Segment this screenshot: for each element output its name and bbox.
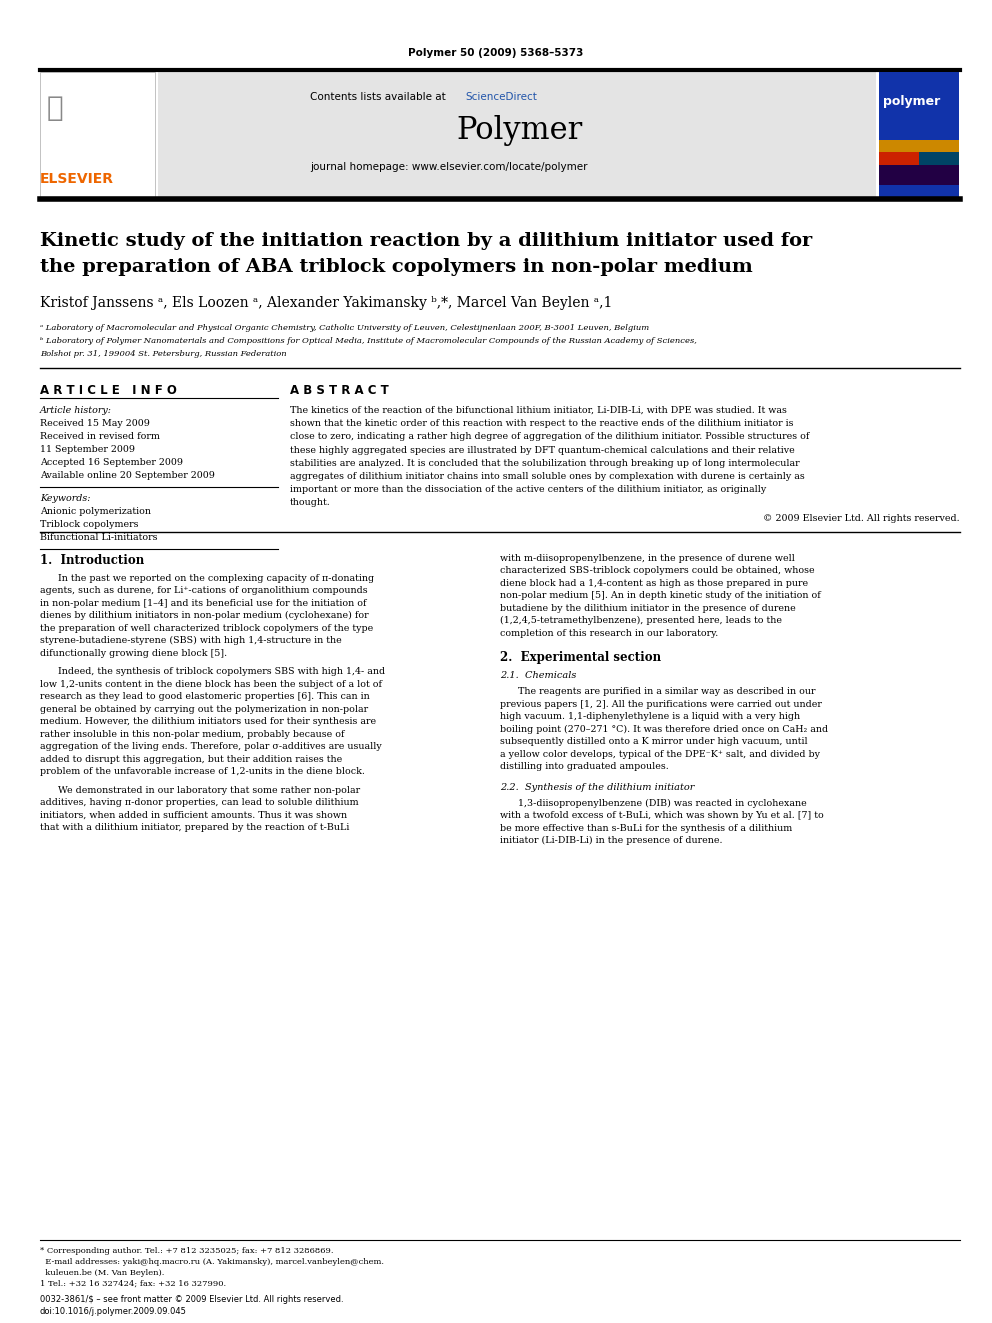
Text: with m-diisopropenylbenzene, in the presence of durene well: with m-diisopropenylbenzene, in the pres… bbox=[500, 553, 795, 562]
Text: 2.2.  Synthesis of the dilithium initiator: 2.2. Synthesis of the dilithium initiato… bbox=[500, 783, 694, 791]
Text: butadiene by the dilithium initiator in the presence of durene: butadiene by the dilithium initiator in … bbox=[500, 603, 796, 613]
Text: Received in revised form: Received in revised form bbox=[40, 433, 160, 441]
Text: polymer: polymer bbox=[883, 95, 940, 108]
Text: ScienceDirect: ScienceDirect bbox=[465, 93, 537, 102]
Text: general be obtained by carrying out the polymerization in non-polar: general be obtained by carrying out the … bbox=[40, 705, 368, 713]
Text: aggregation of the living ends. Therefore, polar σ-additives are usually: aggregation of the living ends. Therefor… bbox=[40, 742, 382, 751]
Text: 0032-3861/$ – see front matter © 2009 Elsevier Ltd. All rights reserved.: 0032-3861/$ – see front matter © 2009 El… bbox=[40, 1295, 343, 1304]
Bar bbox=[40, 71, 155, 198]
Text: shown that the kinetic order of this reaction with respect to the reactive ends : shown that the kinetic order of this rea… bbox=[290, 419, 794, 429]
Text: problem of the unfavorable increase of 1,2-units in the diene block.: problem of the unfavorable increase of 1… bbox=[40, 767, 365, 777]
Text: The reagents are purified in a similar way as described in our: The reagents are purified in a similar w… bbox=[518, 687, 815, 696]
Text: initiator (Li-DIB-Li) in the presence of durene.: initiator (Li-DIB-Li) in the presence of… bbox=[500, 836, 722, 845]
Text: 1,3-diisopropenylbenzene (DIB) was reacted in cyclohexane: 1,3-diisopropenylbenzene (DIB) was react… bbox=[518, 799, 806, 808]
Text: Bolshoi pr. 31, 199004 St. Petersburg, Russian Federation: Bolshoi pr. 31, 199004 St. Petersburg, R… bbox=[40, 351, 287, 359]
Bar bbox=[879, 140, 959, 165]
Text: important or more than the dissociation of the active centers of the dilithium i: important or more than the dissociation … bbox=[290, 486, 766, 495]
Text: doi:10.1016/j.polymer.2009.09.045: doi:10.1016/j.polymer.2009.09.045 bbox=[40, 1307, 186, 1316]
Text: agents, such as durene, for Li⁺-cations of organolithium compounds: agents, such as durene, for Li⁺-cations … bbox=[40, 586, 368, 595]
Text: additives, having π-donor properties, can lead to soluble dilithium: additives, having π-donor properties, ca… bbox=[40, 798, 359, 807]
Text: research as they lead to good elastomeric properties [6]. This can in: research as they lead to good elastomeri… bbox=[40, 692, 370, 701]
Text: (1,2,4,5-tetramethylbenzene), presented here, leads to the: (1,2,4,5-tetramethylbenzene), presented … bbox=[500, 617, 782, 626]
Text: ᵇ Laboratory of Polymer Nanomaterials and Compositions for Optical Media, Instit: ᵇ Laboratory of Polymer Nanomaterials an… bbox=[40, 337, 696, 345]
Text: difunctionally growing diene block [5].: difunctionally growing diene block [5]. bbox=[40, 648, 227, 658]
Text: E-mail addresses: yaki@hq.macro.ru (A. Yakimansky), marcel.vanbeylen@chem.: E-mail addresses: yaki@hq.macro.ru (A. Y… bbox=[40, 1258, 384, 1266]
Text: Indeed, the synthesis of triblock copolymers SBS with high 1,4- and: Indeed, the synthesis of triblock copoly… bbox=[58, 667, 385, 676]
Text: journal homepage: www.elsevier.com/locate/polymer: journal homepage: www.elsevier.com/locat… bbox=[310, 161, 587, 172]
Text: previous papers [1, 2]. All the purifications were carried out under: previous papers [1, 2]. All the purifica… bbox=[500, 700, 822, 709]
Text: Kinetic study of the initiation reaction by a dilithium initiator used for: Kinetic study of the initiation reaction… bbox=[40, 232, 812, 250]
Bar bbox=[879, 71, 959, 198]
Text: distilling into graduated ampoules.: distilling into graduated ampoules. bbox=[500, 762, 669, 771]
Text: Polymer: Polymer bbox=[456, 115, 582, 146]
Text: high vacuum. 1,1-diphenylethylene is a liquid with a very high: high vacuum. 1,1-diphenylethylene is a l… bbox=[500, 712, 801, 721]
Text: Contents lists available at: Contents lists available at bbox=[310, 93, 449, 102]
Text: 1 Tel.: +32 16 327424; fax: +32 16 327990.: 1 Tel.: +32 16 327424; fax: +32 16 32799… bbox=[40, 1279, 226, 1289]
Text: subsequently distilled onto a K mirror under high vacuum, until: subsequently distilled onto a K mirror u… bbox=[500, 737, 807, 746]
Text: © 2009 Elsevier Ltd. All rights reserved.: © 2009 Elsevier Ltd. All rights reserved… bbox=[764, 513, 960, 523]
Text: In the past we reported on the complexing capacity of π-donating: In the past we reported on the complexin… bbox=[58, 574, 374, 582]
Text: Keywords:: Keywords: bbox=[40, 493, 90, 503]
Text: 11 September 2009: 11 September 2009 bbox=[40, 445, 135, 454]
Text: boiling point (270–271 °C). It was therefore dried once on CaH₂ and: boiling point (270–271 °C). It was there… bbox=[500, 725, 828, 734]
Text: a yellow color develops, typical of the DPE⁻K⁺ salt, and divided by: a yellow color develops, typical of the … bbox=[500, 750, 820, 758]
Text: stabilities are analyzed. It is concluded that the solubilization through breaki: stabilities are analyzed. It is conclude… bbox=[290, 459, 800, 468]
Text: low 1,2-units content in the diene block has been the subject of a lot of: low 1,2-units content in the diene block… bbox=[40, 680, 382, 688]
Text: thought.: thought. bbox=[290, 499, 330, 508]
Text: styrene-butadiene-styrene (SBS) with high 1,4-structure in the: styrene-butadiene-styrene (SBS) with hig… bbox=[40, 636, 342, 646]
Text: dienes by dilithium initiators in non-polar medium (cyclohexane) for: dienes by dilithium initiators in non-po… bbox=[40, 611, 369, 620]
Text: the preparation of ABA triblock copolymers in non-polar medium: the preparation of ABA triblock copolyme… bbox=[40, 258, 753, 277]
Text: with a twofold excess of t-BuLi, which was shown by Yu et al. [7] to: with a twofold excess of t-BuLi, which w… bbox=[500, 811, 823, 820]
Text: Bifunctional Li-initiators: Bifunctional Li-initiators bbox=[40, 533, 158, 542]
Text: that with a dilithium initiator, prepared by the reaction of t-BuLi: that with a dilithium initiator, prepare… bbox=[40, 823, 349, 832]
Text: aggregates of dilithium initiator chains into small soluble ones by complexation: aggregates of dilithium initiator chains… bbox=[290, 472, 805, 482]
Text: these highly aggregated species are illustrated by DFT quantum-chemical calculat: these highly aggregated species are illu… bbox=[290, 446, 795, 455]
Text: ᵃ Laboratory of Macromolecular and Physical Organic Chemistry, Catholic Universi: ᵃ Laboratory of Macromolecular and Physi… bbox=[40, 324, 649, 332]
Text: be more effective than s-BuLi for the synthesis of a dilithium: be more effective than s-BuLi for the sy… bbox=[500, 824, 793, 832]
Text: We demonstrated in our laboratory that some rather non-polar: We demonstrated in our laboratory that s… bbox=[58, 786, 360, 795]
Text: A R T I C L E   I N F O: A R T I C L E I N F O bbox=[40, 384, 177, 397]
Text: Article history:: Article history: bbox=[40, 406, 112, 415]
Text: added to disrupt this aggregation, but their addition raises the: added to disrupt this aggregation, but t… bbox=[40, 754, 342, 763]
Text: Available online 20 September 2009: Available online 20 September 2009 bbox=[40, 471, 215, 480]
Text: 1.  Introduction: 1. Introduction bbox=[40, 553, 144, 566]
Text: Kristof Janssens ᵃ, Els Loozen ᵃ, Alexander Yakimansky ᵇ,*, Marcel Van Beylen ᵃ,: Kristof Janssens ᵃ, Els Loozen ᵃ, Alexan… bbox=[40, 296, 612, 310]
Text: 2.1.  Chemicals: 2.1. Chemicals bbox=[500, 671, 576, 680]
Text: The kinetics of the reaction of the bifunctional lithium initiator, Li-DIB-Li, w: The kinetics of the reaction of the bifu… bbox=[290, 406, 787, 415]
Text: the preparation of well characterized triblock copolymers of the type: the preparation of well characterized tr… bbox=[40, 623, 373, 632]
Text: 2.  Experimental section: 2. Experimental section bbox=[500, 651, 661, 664]
Text: initiators, when added in sufficient amounts. Thus it was shown: initiators, when added in sufficient amo… bbox=[40, 811, 347, 820]
Text: 🌳: 🌳 bbox=[47, 95, 63, 122]
Text: kuleuen.be (M. Van Beylen).: kuleuen.be (M. Van Beylen). bbox=[40, 1269, 165, 1277]
Bar bbox=[158, 71, 876, 198]
Bar bbox=[879, 165, 959, 185]
Text: Received 15 May 2009: Received 15 May 2009 bbox=[40, 419, 150, 429]
Text: close to zero, indicating a rather high degree of aggregation of the dilithium i: close to zero, indicating a rather high … bbox=[290, 433, 809, 442]
Text: Triblock copolymers: Triblock copolymers bbox=[40, 520, 139, 529]
Text: A B S T R A C T: A B S T R A C T bbox=[290, 384, 389, 397]
Bar bbox=[919, 152, 959, 165]
Text: completion of this research in our laboratory.: completion of this research in our labor… bbox=[500, 628, 718, 638]
Bar bbox=[879, 152, 919, 165]
Text: rather insoluble in this non-polar medium, probably because of: rather insoluble in this non-polar mediu… bbox=[40, 729, 344, 738]
Text: * Corresponding author. Tel.: +7 812 3235025; fax: +7 812 3286869.: * Corresponding author. Tel.: +7 812 323… bbox=[40, 1248, 333, 1256]
Text: characterized SBS-triblock copolymers could be obtained, whose: characterized SBS-triblock copolymers co… bbox=[500, 566, 814, 576]
Text: Anionic polymerization: Anionic polymerization bbox=[40, 507, 151, 516]
Text: Polymer 50 (2009) 5368–5373: Polymer 50 (2009) 5368–5373 bbox=[409, 48, 583, 58]
Text: non-polar medium [5]. An in depth kinetic study of the initiation of: non-polar medium [5]. An in depth kineti… bbox=[500, 591, 820, 601]
Text: ELSEVIER: ELSEVIER bbox=[40, 172, 114, 187]
Text: in non-polar medium [1–4] and its beneficial use for the initiation of: in non-polar medium [1–4] and its benefi… bbox=[40, 598, 366, 607]
Text: diene block had a 1,4-content as high as those prepared in pure: diene block had a 1,4-content as high as… bbox=[500, 578, 808, 587]
Text: medium. However, the dilithium initiators used for their synthesis are: medium. However, the dilithium initiator… bbox=[40, 717, 376, 726]
Text: Accepted 16 September 2009: Accepted 16 September 2009 bbox=[40, 458, 183, 467]
